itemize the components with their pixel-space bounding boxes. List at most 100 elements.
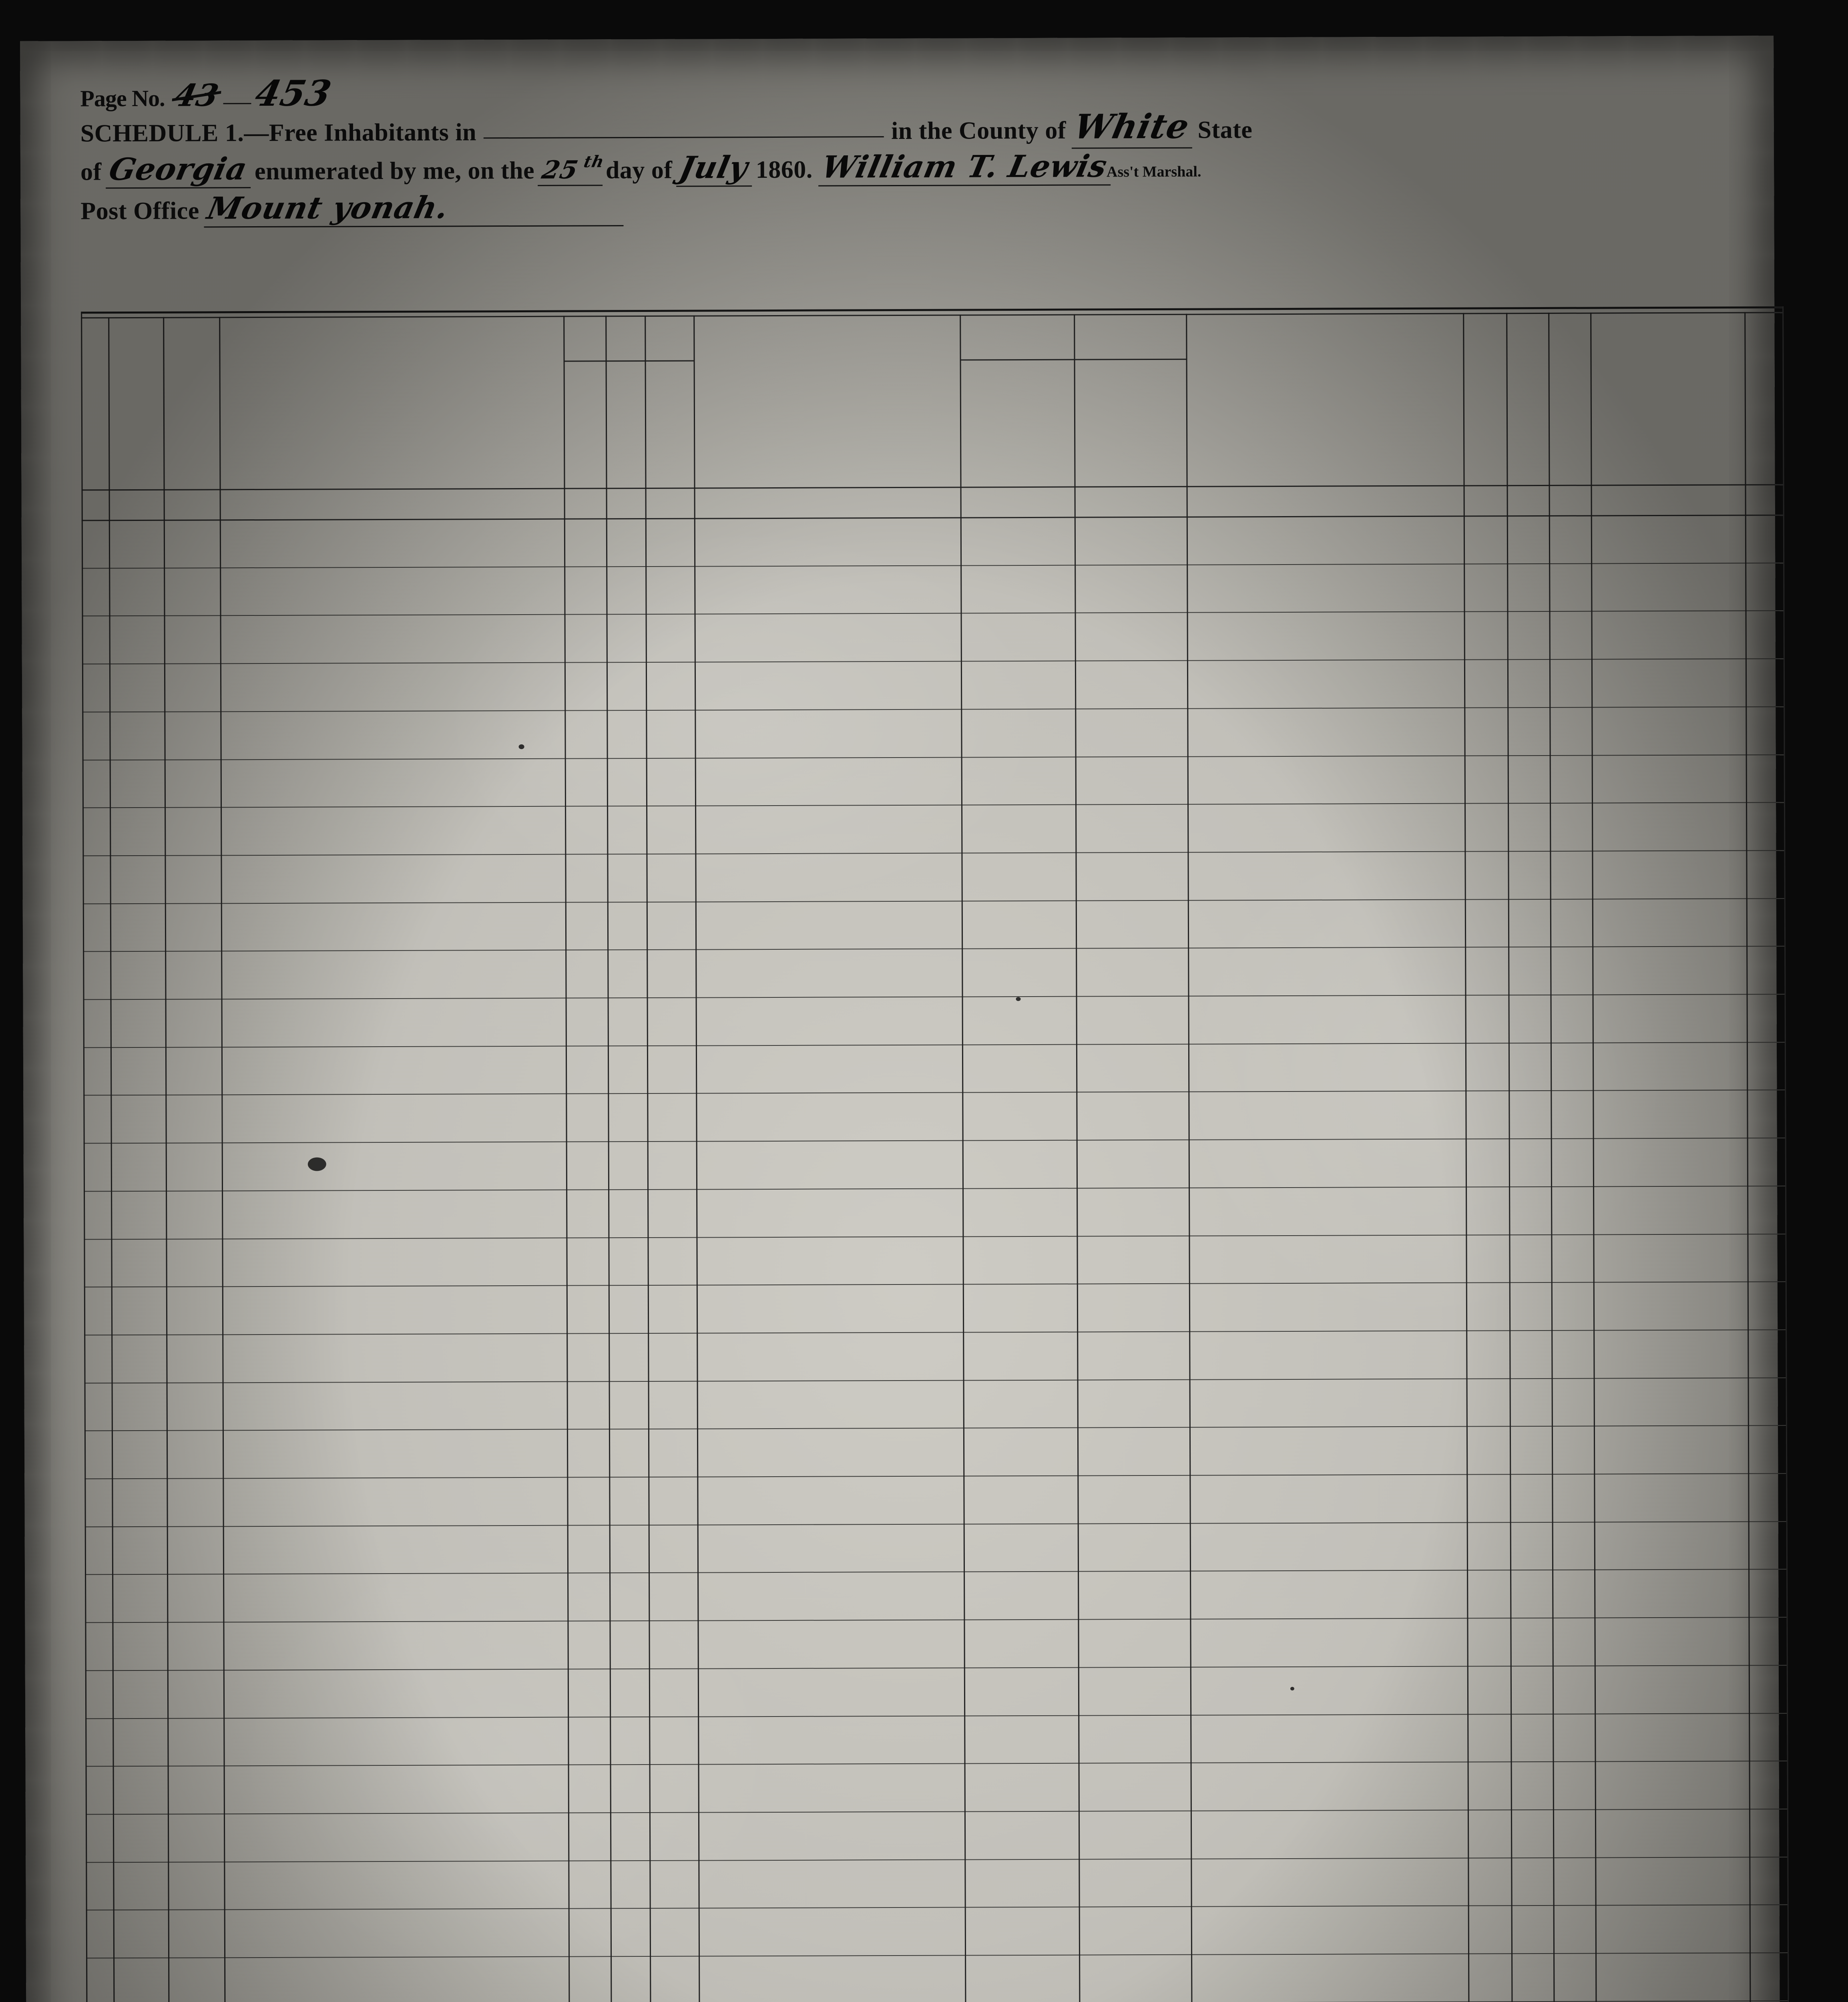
table-rule-vertical <box>645 316 653 2002</box>
col-number-3 <box>220 493 564 494</box>
table-rule-vertical <box>693 316 701 2002</box>
marshal-title: Ass't Marshal. <box>1107 163 1201 181</box>
table-rule-vertical <box>1590 313 1598 2002</box>
cell-occupation <box>709 1105 958 1106</box>
col-header-birthplace <box>1197 374 1452 375</box>
state-value: Georgia <box>106 151 250 187</box>
col-header-name <box>240 376 543 377</box>
table-rule-vertical <box>219 317 227 2002</box>
table-rule-vertical <box>605 316 613 2002</box>
cell-person-name <box>247 1680 564 1681</box>
page-no-value: 453 <box>251 72 335 114</box>
page-no-label: Page No. <box>80 85 165 112</box>
post-office-value: Mount yonah. <box>204 190 452 226</box>
census-sheet: Page No. 43 453 SCHEDULE 1.—Free Inhabit… <box>20 36 1782 2002</box>
table-rule-horizontal <box>960 359 1186 361</box>
census-page-image: Page No. 43 453 SCHEDULE 1.—Free Inhabit… <box>0 0 1848 2002</box>
cell-person-name <box>247 1489 563 1490</box>
table-rule-vertical <box>960 315 968 2002</box>
table-rule-horizontal <box>83 1089 1785 1095</box>
cell-person-name <box>245 770 561 771</box>
marshal-signature: William T. Lewis <box>818 148 1110 185</box>
year-value: 1860. <box>756 156 813 183</box>
table-rule-horizontal <box>85 1521 1786 1527</box>
cell-person-name <box>247 1537 563 1538</box>
cell-illiterate-mark <box>1515 625 1599 626</box>
table-rule-horizontal <box>81 312 1782 318</box>
cell-person-name <box>245 1010 562 1011</box>
table-rule-horizontal <box>82 658 1784 664</box>
cell-person-name <box>248 1824 564 1825</box>
cell-person-name <box>248 1968 564 1969</box>
cell-birthplace <box>1199 530 1452 531</box>
table-rule-horizontal <box>564 360 694 362</box>
cell-personal-estate <box>1078 1537 1190 1538</box>
cell-occupation <box>709 913 958 914</box>
col-number-8 <box>960 491 1075 492</box>
table-rule-horizontal <box>86 1809 1787 1815</box>
cell-person-name <box>244 722 560 723</box>
table-rule-horizontal <box>85 1713 1787 1719</box>
group-header-value-of-estate <box>960 329 1186 330</box>
table-rule-vertical <box>1744 312 1752 2002</box>
post-office-label: Post Office <box>80 197 199 225</box>
form-header: Page No. 43 453 SCHEDULE 1.—Free Inhabit… <box>80 68 1722 229</box>
table-rule-horizontal <box>83 1042 1785 1048</box>
col-header-sex <box>625 375 626 443</box>
cell-person-name <box>245 818 561 819</box>
table-rule-horizontal <box>84 1138 1785 1144</box>
cell-person-name <box>246 1345 562 1346</box>
table-rule-horizontal <box>84 1234 1785 1240</box>
table-rule-horizontal <box>84 1377 1786 1383</box>
cell-occupation <box>712 1872 960 1873</box>
month-value: July <box>677 149 751 185</box>
table-rule-vertical <box>1782 306 1790 2002</box>
table-rule-horizontal <box>82 610 1784 616</box>
page-no-line: Page No. 43 453 <box>80 68 1721 110</box>
ink-blot <box>1290 1687 1294 1690</box>
table-rule-vertical <box>1074 314 1082 2002</box>
table-rule-vertical <box>1186 314 1194 2002</box>
table-rule-horizontal <box>82 515 1783 521</box>
cell-person-name <box>247 1441 563 1442</box>
table-rule-vertical <box>1463 313 1471 2002</box>
table-rule-vertical <box>108 317 116 2002</box>
page-no-struck: 43 <box>171 77 222 113</box>
table-rule-horizontal <box>82 563 1783 569</box>
cell-married-mark <box>1458 577 1555 578</box>
table-rule-vertical <box>81 312 89 2002</box>
table-rule-vertical <box>163 317 171 2002</box>
table-rule-horizontal <box>85 1665 1787 1671</box>
schedule-line: SCHEDULE 1.—Free Inhabitants in in the C… <box>80 105 1722 152</box>
county-value: White <box>1071 107 1193 147</box>
cell-person-name <box>245 914 561 915</box>
cell-real-estate <box>960 531 1075 532</box>
table-rule-horizontal <box>85 1617 1786 1623</box>
cell-person-name <box>244 578 560 579</box>
table-rule-horizontal <box>86 1904 1788 1910</box>
cell-person-name <box>248 1920 564 1921</box>
table-rule-horizontal <box>82 850 1784 856</box>
table-rule-vertical <box>1548 313 1556 2002</box>
col-header-married <box>1484 320 1485 460</box>
table-rule-horizontal <box>82 706 1784 712</box>
enumerated-by-label: enumerated by me, on the <box>255 157 534 185</box>
table-rule-horizontal <box>84 1186 1785 1192</box>
table-rule-horizontal <box>84 1329 1786 1335</box>
cell-person-name <box>247 1633 564 1634</box>
cell-person-name <box>247 1585 563 1586</box>
table-rule-vertical <box>563 316 571 2002</box>
cell-occupation <box>711 1536 960 1537</box>
col-header-school <box>1527 320 1528 460</box>
cell-occupation <box>708 626 957 627</box>
post-office-line: Post Office Mount yonah. <box>80 186 1722 229</box>
cell-person-name <box>244 626 560 627</box>
vignette-overlay <box>20 36 1782 2002</box>
cell-person-name <box>247 1393 563 1394</box>
col-number-10 <box>1187 490 1464 491</box>
table-rule-horizontal <box>83 946 1784 952</box>
cell-person-name <box>248 1872 564 1873</box>
table-rule-horizontal <box>83 994 1785 1000</box>
col-header-real-estate <box>966 410 1069 411</box>
table-rule-horizontal <box>86 2000 1788 2002</box>
